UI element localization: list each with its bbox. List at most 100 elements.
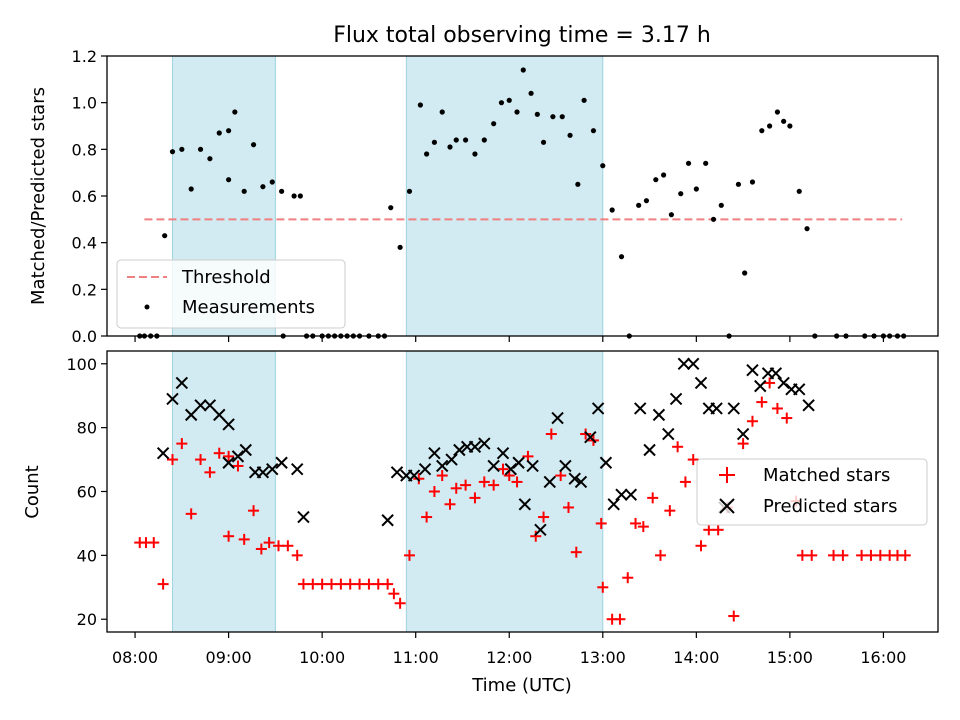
predicted-star-point [175, 376, 189, 390]
matched-star-point [630, 517, 642, 529]
measurement-point [406, 188, 413, 194]
predicted-star-point [518, 498, 532, 511]
measurement-point [559, 114, 565, 120]
legend-predicted-label: Predicted stars [763, 496, 897, 517]
x-axis-label: Time (UTC) [471, 675, 572, 696]
predicted-star-point [222, 456, 235, 469]
legend-threshold-label: Threshold [181, 267, 271, 288]
predicted-star-point [624, 488, 638, 501]
top-shaded-interval [405, 55, 604, 337]
bottom-legend: Matched stars Predicted stars [696, 458, 928, 526]
matched-star-point [232, 460, 244, 472]
predicted-star-point [652, 408, 666, 422]
matched-star-point [703, 524, 715, 536]
predicted-star-point [607, 498, 620, 511]
measurement-point [718, 202, 724, 208]
measurement-point [260, 184, 266, 190]
bottom-y-tick-label: 40 [77, 546, 97, 565]
matched-star-point [899, 549, 911, 561]
predicted-star-point [687, 357, 700, 370]
measurement-point [197, 146, 204, 152]
measurement-point [636, 202, 642, 208]
predicted-star-point [445, 453, 458, 466]
matched-star-point [837, 549, 849, 561]
bottom-y-tick-label: 100 [66, 355, 97, 374]
measurement-point [590, 128, 597, 134]
predicted-star-point [496, 446, 510, 460]
matched-star-point [695, 540, 707, 552]
measurement-point [207, 156, 213, 162]
predicted-star-point [487, 459, 500, 473]
predicted-star-point [194, 399, 207, 412]
predicted-star-point [297, 510, 310, 524]
matched-star-point [856, 549, 868, 561]
x-tick-label: 08:00 [112, 648, 158, 667]
measurement-point [575, 181, 581, 187]
matched-star-point [679, 476, 691, 488]
matched-star-point [344, 578, 356, 590]
matched-star-point [255, 543, 267, 555]
predicted-star-point [275, 456, 288, 469]
matched-star-point [460, 479, 472, 491]
predicted-star-point [407, 469, 421, 482]
matched-star-point [248, 505, 260, 517]
matched-star-point [326, 578, 338, 590]
top-y-axis-label: Matched/Predicted stars [28, 87, 49, 305]
matched-star-point [469, 492, 481, 504]
matched-star-point [828, 549, 840, 561]
predicted-star-point [453, 443, 466, 457]
measurements-points [137, 67, 907, 339]
measurement-point [710, 216, 717, 222]
matched-star-point [444, 498, 456, 510]
measurement-point [759, 128, 765, 134]
matched-star-point [291, 549, 303, 561]
x-tick-label: 14:00 [673, 648, 719, 667]
matched-stars-points [134, 377, 911, 625]
matched-star-point [488, 479, 500, 491]
measurement-point [216, 130, 222, 136]
measurement-point [388, 205, 394, 211]
predicted-star-point [435, 459, 449, 473]
top-y-tick-label: 1.2 [72, 47, 97, 66]
measurement-point [774, 109, 781, 115]
predicted-star-point [256, 466, 270, 479]
bottom-y-tick-label: 20 [77, 610, 97, 629]
measurement-point [609, 207, 615, 213]
matched-star-point [570, 546, 582, 558]
measurement-point [291, 193, 297, 199]
matched-star-point [806, 549, 818, 561]
matched-star-point [538, 511, 550, 523]
predicted-star-point [291, 462, 304, 476]
bottom-shaded-interval [171, 350, 276, 633]
top-panel: 0.0 0.2 0.4 0.6 0.8 1.0 1.2 Matched/Predicted … [28, 47, 939, 346]
x-tick-label: 11:00 [393, 648, 439, 667]
measurement-point [581, 97, 587, 103]
measurement-point [169, 149, 176, 155]
measurement-point [498, 100, 505, 106]
top-y-tick-label: 0.2 [72, 280, 97, 299]
predicted-star-point [534, 523, 547, 537]
measurement-point [796, 188, 802, 194]
measurement-point [520, 67, 526, 73]
top-legend: Threshold Measurements [116, 259, 346, 329]
matched-star-point [185, 508, 197, 520]
predicted-star-point [543, 475, 556, 489]
matched-star-point [511, 476, 523, 488]
measurement-point [660, 172, 667, 178]
top-y-tick-label: 0.4 [72, 234, 97, 253]
x-tick-label: 13:00 [580, 648, 626, 667]
bottom-legend-box [696, 458, 928, 526]
matched-star-point [388, 588, 400, 600]
measurement-point [653, 177, 659, 183]
predicted-star-point [526, 459, 539, 473]
predicted-star-point [166, 392, 179, 406]
matched-star-point [687, 454, 699, 466]
matched-star-point [297, 578, 309, 590]
bottom-y-ticks: 20 40 60 80 100 [66, 355, 107, 629]
bottom-panel: 20 40 60 80 100 08:00 09:00 10:00 11:00 12:00 13:… [22, 350, 939, 696]
matched-star-point [372, 578, 384, 590]
predicted-star-point [591, 402, 605, 415]
matched-star-point [176, 438, 188, 450]
matched-star-point [637, 521, 649, 533]
